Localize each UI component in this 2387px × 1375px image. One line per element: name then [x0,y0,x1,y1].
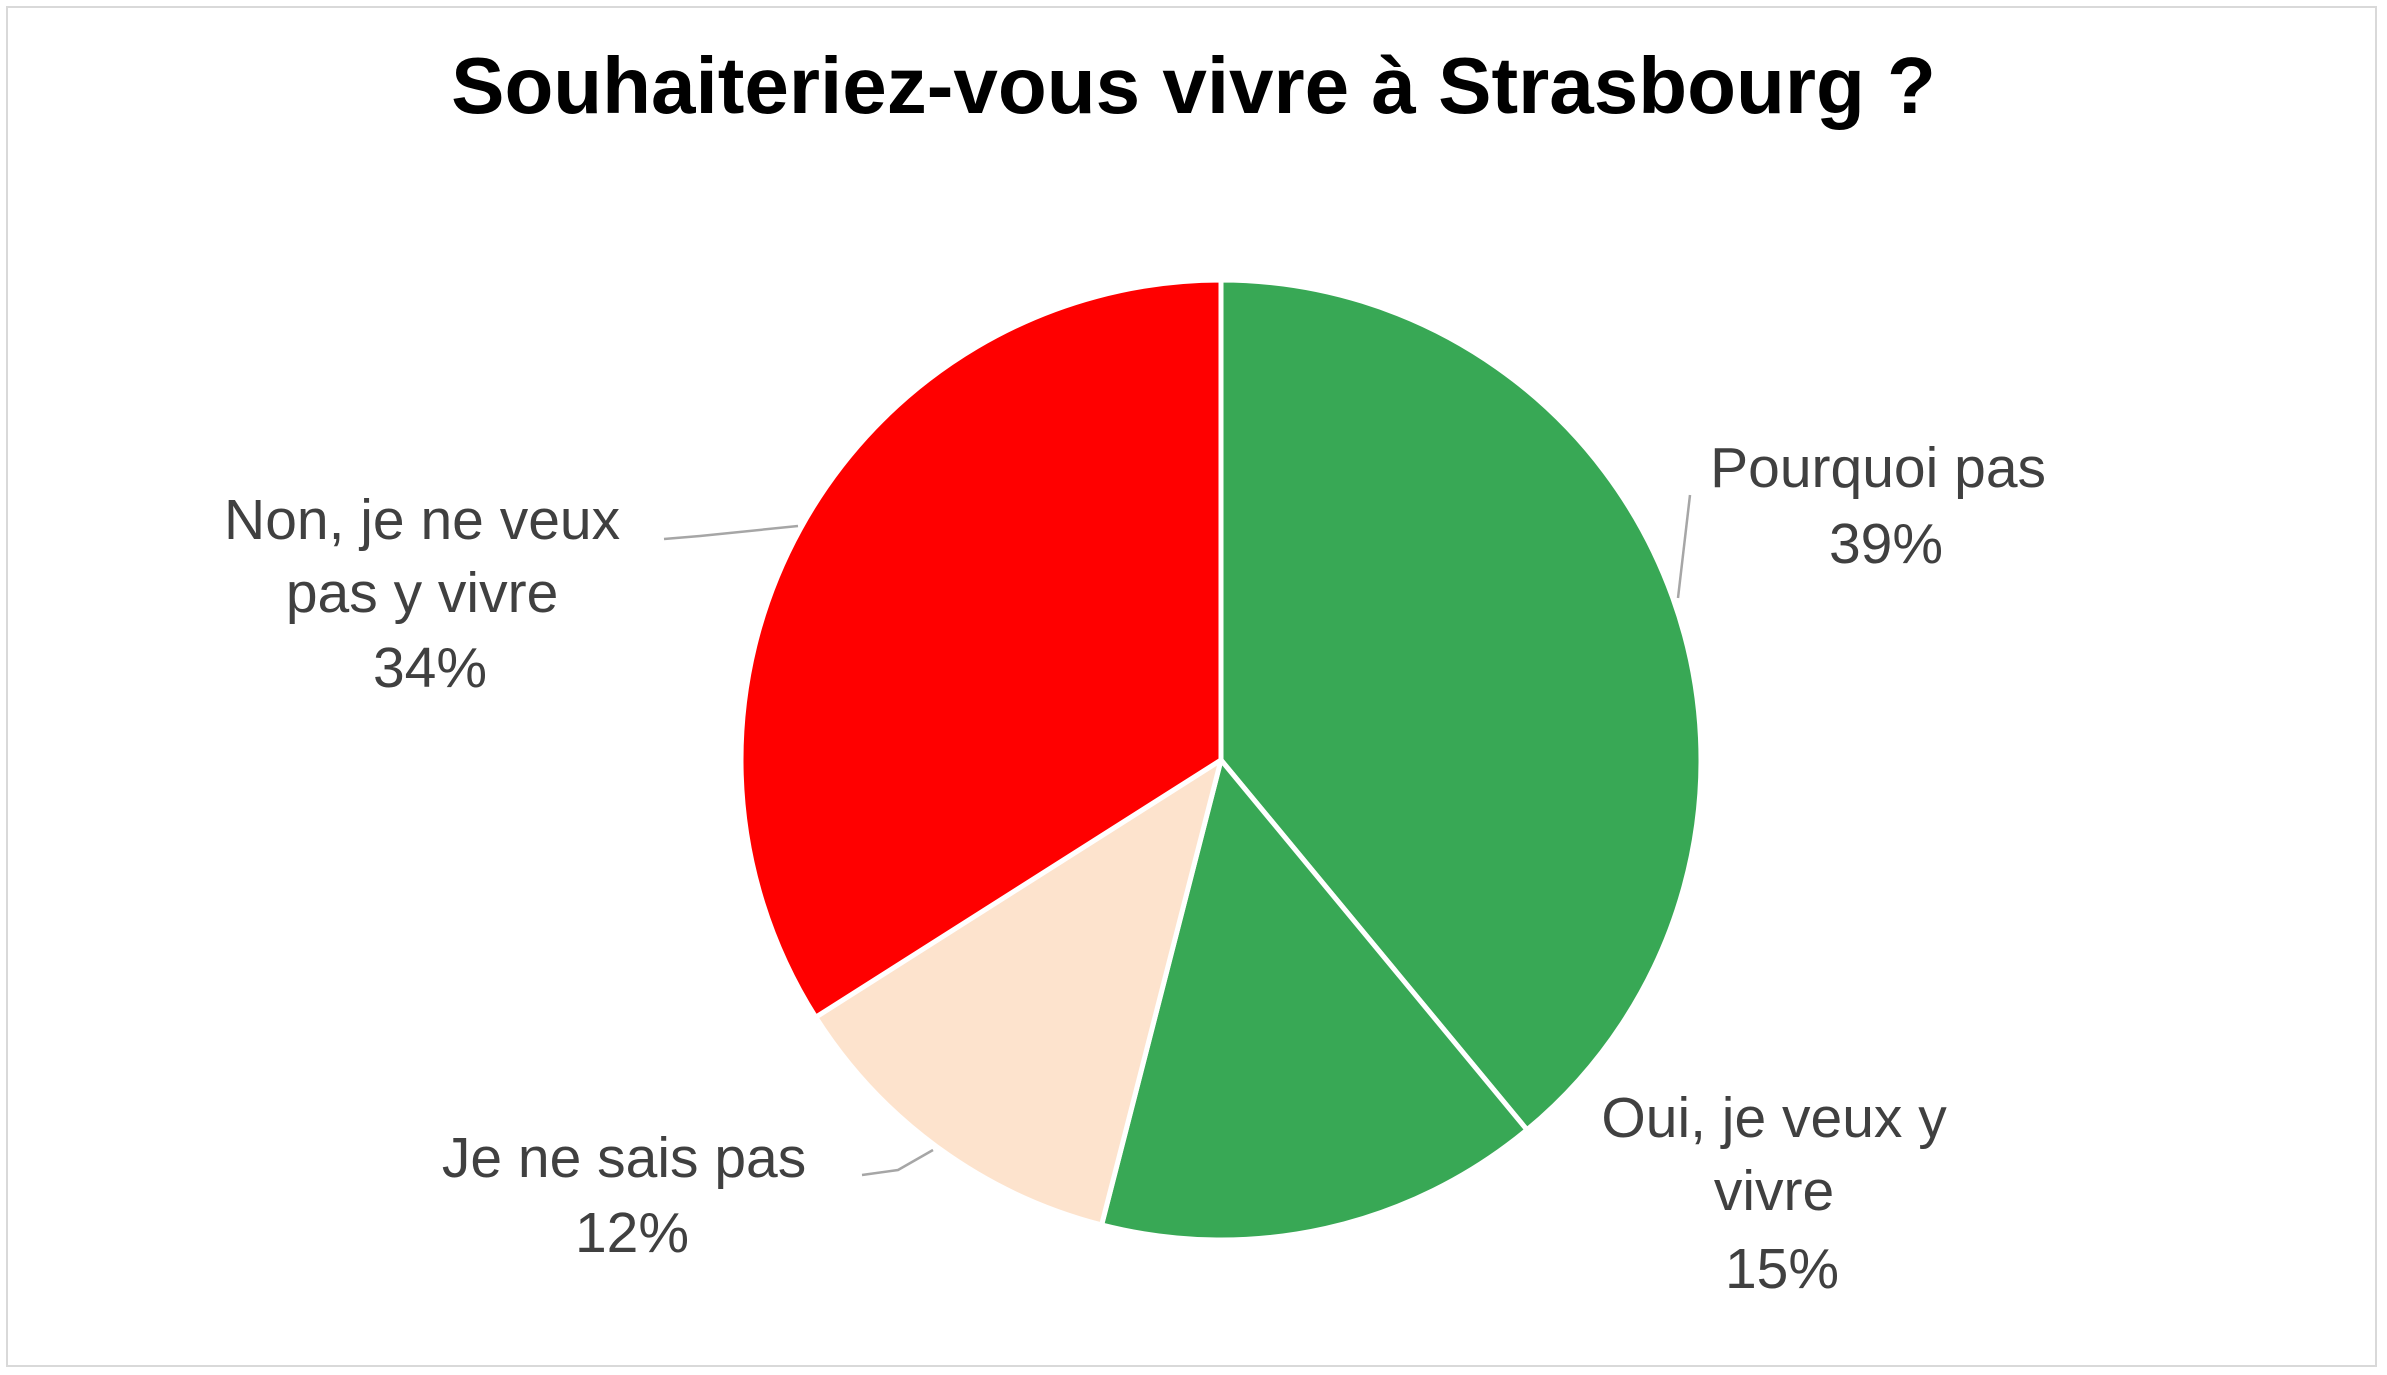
pie-slice-je-ne-sais-pas [813,757,1224,1228]
slice-labels: Pourquoi pas 39% Oui, je veux y vivre 15… [224,436,2062,1301]
pie-slices [738,277,1704,1243]
slice-label-pourquoi-pas: Pourquoi pas 39% [1710,436,2062,576]
leader-line-je-ne-sais-pas [861,1148,934,1177]
leader-line-non [663,524,799,541]
slice-label-non-line2: pas y vivre [286,561,558,625]
slice-label-je-ne-sais-pas-name: Je ne sais pas [442,1126,806,1190]
chart-title: Souhaiteriez-vous vivre à Strasbourg ? [451,41,1936,130]
slice-label-non-percent: 34% [373,636,487,700]
slice-label-oui-percent: 15% [1725,1237,1839,1301]
slice-label-je-ne-sais-pas: Je ne sais pas 12% [442,1126,822,1265]
slice-label-oui: Oui, je veux y vivre 15% [1601,1086,1962,1301]
slice-label-pourquoi-pas-percent: 39% [1829,512,1943,576]
slice-label-pourquoi-pas-name: Pourquoi pas [1710,436,2046,500]
pie-slice-oui [1099,757,1530,1243]
slice-label-non: Non, je ne veux pas y vivre 34% [224,488,636,700]
pie-slice-pourquoi-pas [1218,277,1704,1133]
leader-lines [663,494,1692,1177]
slice-label-je-ne-sais-pas-percent: 12% [575,1201,689,1265]
slice-label-non-line1: Non, je ne veux [224,488,620,552]
slice-label-oui-line1: Oui, je veux y [1601,1086,1947,1150]
pie-slice-non [738,277,1224,1020]
leader-line-pourquoi-pas [1676,494,1692,599]
slice-label-oui-line2: vivre [1714,1159,1834,1223]
